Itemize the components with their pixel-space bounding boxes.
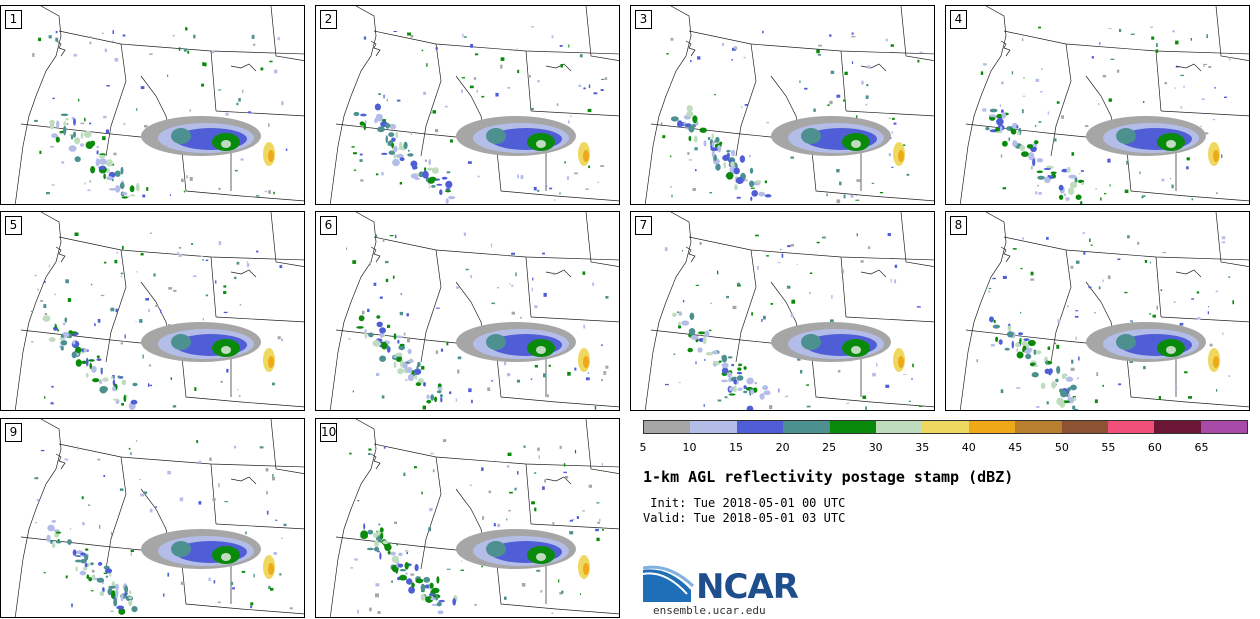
ncar-logo-icon — [643, 565, 695, 602]
scale-tick-label: 55 — [1101, 441, 1116, 454]
scale-tick-label: 35 — [915, 441, 930, 454]
color-scale-ticks: 5 10 15 20 25 30 35 40 45 50 55 60 65 — [639, 441, 1248, 455]
scale-tick-label: 45 — [1008, 441, 1023, 454]
reflectivity-map — [14, 419, 304, 617]
forecast-panel-10: 10 — [315, 418, 620, 618]
forecast-panel-1: 1 — [0, 5, 305, 205]
scale-tick-label: 15 — [729, 441, 744, 454]
forecast-panel-6: 6 — [315, 211, 620, 411]
ncar-logo-text: NCAR — [696, 567, 799, 607]
color-swatch — [736, 421, 784, 433]
panel-number-label: 2 — [320, 10, 337, 29]
reflectivity-map — [329, 212, 619, 410]
color-swatch — [1154, 421, 1201, 433]
scale-tick-label: 25 — [822, 441, 837, 454]
reflectivity-map — [329, 419, 619, 617]
panel-number-label: 5 — [5, 216, 22, 235]
scale-tick-label: 10 — [682, 441, 697, 454]
scale-tick-label: 30 — [868, 441, 883, 454]
panel-number-label: 4 — [950, 10, 967, 29]
scale-tick-label: 65 — [1194, 441, 1209, 454]
color-swatch — [875, 421, 923, 433]
color-swatch — [644, 421, 691, 433]
init-time: Init: Tue 2018-05-01 00 UTC — [643, 496, 846, 510]
color-swatch — [1015, 421, 1062, 433]
reflectivity-map — [959, 212, 1249, 410]
forecast-panel-4: 4 — [945, 5, 1250, 205]
forecast-panel-5: 5 — [0, 211, 305, 411]
forecast-panel-3: 3 — [630, 5, 935, 205]
color-swatch — [783, 421, 830, 433]
color-swatch — [690, 421, 737, 433]
panel-number-label: 7 — [635, 216, 652, 235]
reflectivity-map — [959, 6, 1249, 204]
scale-tick-label: 50 — [1054, 441, 1069, 454]
forecast-panel-7: 7 — [630, 211, 935, 411]
reflectivity-map — [14, 212, 304, 410]
color-swatch — [922, 421, 969, 433]
panel-number-label: 9 — [5, 423, 22, 442]
panel-number-label: 6 — [320, 216, 337, 235]
panel-number-label: 3 — [635, 10, 652, 29]
color-swatch — [1200, 421, 1248, 433]
reflectivity-map — [644, 212, 934, 410]
scale-tick-label: 5 — [639, 441, 647, 454]
figure-title: 1-km AGL reflectivity postage stamp (dBZ… — [643, 468, 1014, 486]
scale-tick-label: 60 — [1147, 441, 1162, 454]
color-swatch — [1061, 421, 1108, 433]
valid-time: Valid: Tue 2018-05-01 03 UTC — [643, 511, 846, 525]
color-scale-bar — [643, 420, 1248, 434]
website-url[interactable]: ensemble.ucar.edu — [653, 604, 766, 617]
panel-number-label: 1 — [5, 10, 22, 29]
scale-tick-label: 40 — [961, 441, 976, 454]
panel-number-label: 8 — [950, 216, 967, 235]
color-swatch — [829, 421, 876, 433]
reflectivity-map — [329, 6, 619, 204]
reflectivity-map — [644, 6, 934, 204]
forecast-panel-2: 2 — [315, 5, 620, 205]
forecast-panel-8: 8 — [945, 211, 1250, 411]
color-swatch — [1107, 421, 1155, 433]
reflectivity-map — [14, 6, 304, 204]
color-swatch — [968, 421, 1016, 433]
forecast-panel-9: 9 — [0, 418, 305, 618]
scale-tick-label: 20 — [775, 441, 790, 454]
panel-number-label: 10 — [320, 423, 337, 442]
